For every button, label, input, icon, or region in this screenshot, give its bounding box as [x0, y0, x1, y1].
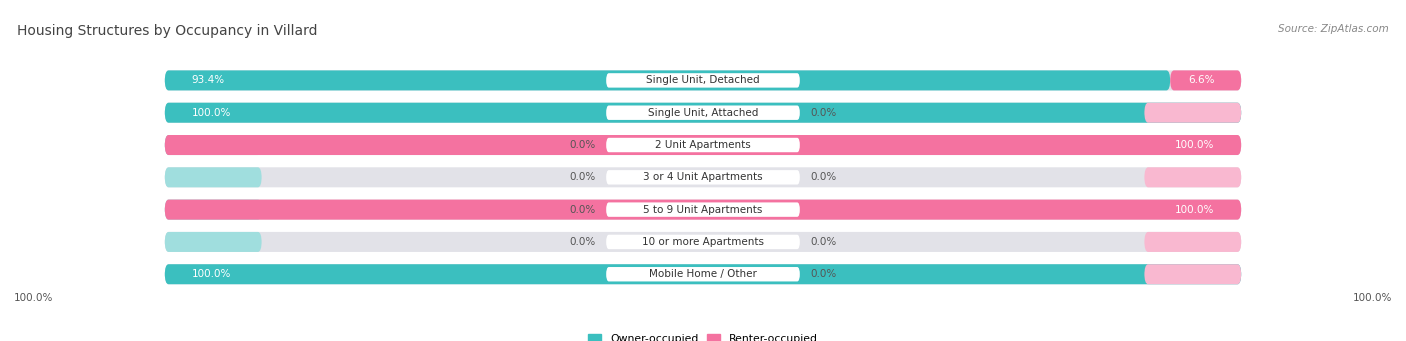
Legend: Owner-occupied, Renter-occupied: Owner-occupied, Renter-occupied	[583, 330, 823, 341]
Text: 100.0%: 100.0%	[191, 108, 231, 118]
FancyBboxPatch shape	[606, 267, 800, 281]
FancyBboxPatch shape	[1144, 103, 1241, 123]
FancyBboxPatch shape	[165, 264, 1241, 284]
Text: 100.0%: 100.0%	[191, 269, 231, 279]
Text: 6.6%: 6.6%	[1188, 75, 1215, 85]
Text: Source: ZipAtlas.com: Source: ZipAtlas.com	[1278, 24, 1389, 34]
FancyBboxPatch shape	[606, 170, 800, 184]
FancyBboxPatch shape	[165, 135, 1241, 155]
FancyBboxPatch shape	[165, 232, 1241, 252]
FancyBboxPatch shape	[165, 264, 1241, 284]
FancyBboxPatch shape	[165, 103, 1241, 123]
FancyBboxPatch shape	[165, 232, 262, 252]
Text: 100.0%: 100.0%	[1175, 205, 1215, 214]
Text: 0.0%: 0.0%	[569, 140, 595, 150]
FancyBboxPatch shape	[606, 105, 800, 120]
FancyBboxPatch shape	[165, 70, 1170, 90]
FancyBboxPatch shape	[606, 235, 800, 249]
Text: 0.0%: 0.0%	[811, 269, 837, 279]
FancyBboxPatch shape	[165, 199, 1241, 220]
FancyBboxPatch shape	[1170, 70, 1241, 90]
FancyBboxPatch shape	[1144, 167, 1241, 187]
FancyBboxPatch shape	[1144, 232, 1241, 252]
FancyBboxPatch shape	[165, 167, 262, 187]
Text: Housing Structures by Occupancy in Villard: Housing Structures by Occupancy in Villa…	[17, 24, 318, 38]
FancyBboxPatch shape	[606, 203, 800, 217]
FancyBboxPatch shape	[606, 73, 800, 88]
Text: 0.0%: 0.0%	[569, 237, 595, 247]
Text: Mobile Home / Other: Mobile Home / Other	[650, 269, 756, 279]
Text: 0.0%: 0.0%	[811, 237, 837, 247]
Text: 0.0%: 0.0%	[569, 205, 595, 214]
Text: 10 or more Apartments: 10 or more Apartments	[643, 237, 763, 247]
Text: 100.0%: 100.0%	[14, 294, 53, 303]
Text: 0.0%: 0.0%	[811, 108, 837, 118]
Text: Single Unit, Attached: Single Unit, Attached	[648, 108, 758, 118]
FancyBboxPatch shape	[165, 135, 1241, 155]
FancyBboxPatch shape	[165, 199, 262, 220]
Text: 0.0%: 0.0%	[569, 172, 595, 182]
Text: Single Unit, Detached: Single Unit, Detached	[647, 75, 759, 85]
Text: 2 Unit Apartments: 2 Unit Apartments	[655, 140, 751, 150]
Text: 100.0%: 100.0%	[1353, 294, 1392, 303]
Text: 0.0%: 0.0%	[811, 172, 837, 182]
FancyBboxPatch shape	[165, 103, 1241, 123]
FancyBboxPatch shape	[165, 199, 1241, 220]
FancyBboxPatch shape	[165, 70, 1241, 90]
FancyBboxPatch shape	[165, 135, 262, 155]
FancyBboxPatch shape	[606, 138, 800, 152]
FancyBboxPatch shape	[1144, 264, 1241, 284]
Text: 3 or 4 Unit Apartments: 3 or 4 Unit Apartments	[643, 172, 763, 182]
FancyBboxPatch shape	[165, 167, 1241, 187]
Text: 100.0%: 100.0%	[1175, 140, 1215, 150]
Text: 5 to 9 Unit Apartments: 5 to 9 Unit Apartments	[644, 205, 762, 214]
Text: 93.4%: 93.4%	[191, 75, 225, 85]
